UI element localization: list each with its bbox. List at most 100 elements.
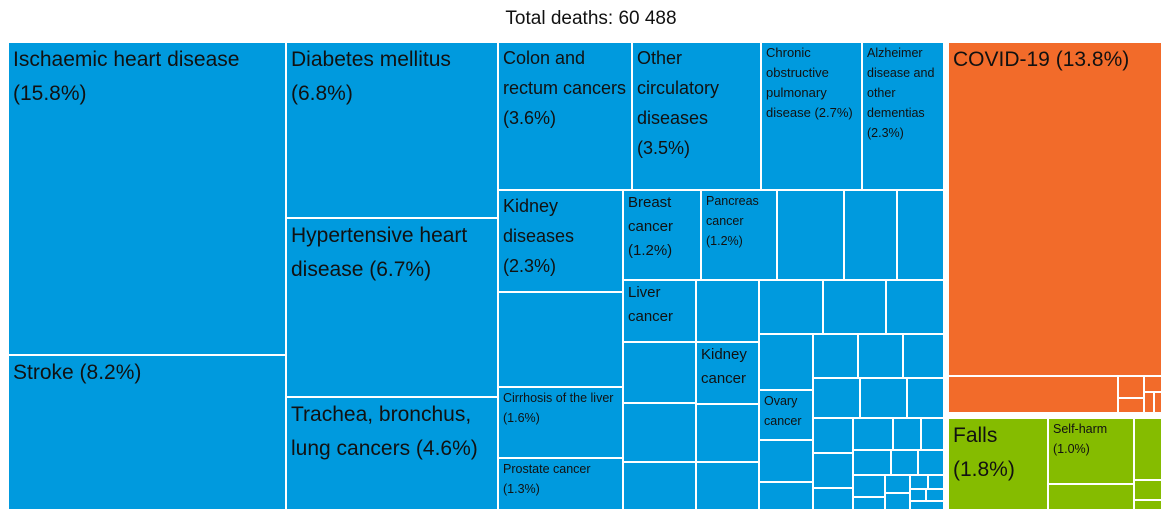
tile xyxy=(696,280,759,342)
tile xyxy=(1134,418,1162,480)
tile-label: Prostate cancer (1.3%) xyxy=(503,459,620,499)
tile-name: Falls xyxy=(953,424,998,447)
tile-name: COVID-19 xyxy=(953,48,1050,71)
tile-label: Other circulatory diseases (3.5%) xyxy=(637,43,758,163)
tile xyxy=(696,462,759,510)
tile xyxy=(1048,484,1134,510)
tile-name: Kidney diseases xyxy=(503,196,575,246)
tile-name: Prostate cancer xyxy=(503,462,591,476)
tile: Stroke (8.2%) xyxy=(8,355,286,510)
tile-label: Pancreas cancer (1.2%) xyxy=(706,191,774,251)
tile: Self-harm (1.0%) xyxy=(1048,418,1134,484)
tile-label: Kidney cancer xyxy=(701,343,756,391)
tile-name: Trachea, bronchus, lung cancers xyxy=(291,403,472,460)
tile: Other circulatory diseases (3.5%) xyxy=(632,42,761,190)
tile-value: (8.2%) xyxy=(79,361,142,384)
tile-label: Diabetes mellitus (6.8%) xyxy=(291,43,495,111)
tile xyxy=(1154,392,1162,413)
tile xyxy=(823,280,886,334)
tile xyxy=(853,418,893,450)
tile: Falls (1.8%) xyxy=(948,418,1048,510)
tile: Colon and rectum cancers (3.6%) xyxy=(498,42,632,190)
tile xyxy=(1144,392,1154,413)
chart-title: Total deaths: 60 488 xyxy=(505,8,677,29)
tile-label: COVID-19 (13.8%) xyxy=(953,43,1159,77)
tile xyxy=(893,418,921,450)
tile xyxy=(623,462,696,510)
tile-value: (1.0%) xyxy=(1053,442,1090,456)
tile-value: (3.5%) xyxy=(637,138,691,158)
tile-name: Stroke xyxy=(13,361,74,384)
tile-value: (3.6%) xyxy=(503,108,557,128)
tile-label: Breast cancer (1.2%) xyxy=(628,191,698,263)
tile-value: (1.6%) xyxy=(503,411,540,425)
tile xyxy=(1134,480,1162,500)
tile xyxy=(759,440,813,482)
tile: Alzheimer disease and other dementias (2… xyxy=(862,42,944,190)
tile: Cirrhosis of the liver (1.6%) xyxy=(498,387,623,458)
tile-label: Colon and rectum cancers (3.6%) xyxy=(503,43,629,133)
tile-name: Ischaemic heart disease xyxy=(13,48,240,71)
tile xyxy=(759,280,823,334)
tile: Kidney cancer xyxy=(696,342,759,404)
tile xyxy=(1118,376,1144,398)
tile xyxy=(918,450,944,475)
tile xyxy=(897,190,944,280)
tile-label: Alzheimer disease and other dementias (2… xyxy=(867,43,941,143)
tile-value: (1.2%) xyxy=(628,242,673,259)
tile xyxy=(696,404,759,462)
tile-name: Hypertensive heart disease xyxy=(291,224,468,281)
tile xyxy=(844,190,897,280)
tile: Hypertensive heart disease (6.7%) xyxy=(286,218,498,397)
tile-name: Liver cancer xyxy=(628,284,674,325)
tile-value: (4.6%) xyxy=(415,437,478,460)
tile-name: Diabetes mellitus xyxy=(291,48,451,71)
tile xyxy=(910,501,944,510)
tile-name: Chronic obstructive pulmonary disease xyxy=(766,45,829,120)
tile: Diabetes mellitus (6.8%) xyxy=(286,42,498,218)
tile: Ischaemic heart disease (15.8%) xyxy=(8,42,286,355)
tile-value: (6.7%) xyxy=(369,258,432,281)
tile: Pancreas cancer (1.2%) xyxy=(701,190,777,280)
tile xyxy=(498,292,623,387)
tile-value: (15.8%) xyxy=(13,82,87,105)
tile-name: Ovary cancer xyxy=(764,394,802,428)
tile xyxy=(623,342,696,403)
tile-label: Falls (1.8%) xyxy=(953,419,1045,487)
tile: Prostate cancer (1.3%) xyxy=(498,458,623,510)
tile xyxy=(1144,376,1162,392)
tile xyxy=(813,488,853,510)
tile-value: (2.3%) xyxy=(867,126,904,140)
tile xyxy=(891,450,918,475)
tile-name: Other circulatory diseases xyxy=(637,48,720,128)
tile xyxy=(858,334,903,378)
tile-name: Alzheimer disease and other dementias xyxy=(867,46,935,120)
tile xyxy=(623,403,696,462)
tile xyxy=(1118,398,1144,413)
tile: Chronic obstructive pulmonary disease (2… xyxy=(761,42,862,190)
tile xyxy=(860,378,907,418)
tile: Trachea, bronchus, lung cancers (4.6%) xyxy=(286,397,498,510)
tile xyxy=(813,453,853,488)
tile xyxy=(907,378,944,418)
tile xyxy=(1134,500,1162,510)
tile: Ovary cancer xyxy=(759,390,813,440)
tile xyxy=(910,475,928,489)
tile-name: Self-harm xyxy=(1053,422,1108,436)
tile-label: Self-harm (1.0%) xyxy=(1053,419,1131,459)
tile: COVID-19 (13.8%) xyxy=(948,42,1162,376)
tile-value: (2.7%) xyxy=(814,105,853,120)
tile-value: (2.3%) xyxy=(503,256,557,276)
tile xyxy=(759,334,813,390)
tile: Kidney diseases (2.3%) xyxy=(498,190,623,292)
tile-value: (1.3%) xyxy=(503,482,540,496)
tile xyxy=(759,482,813,510)
tile-name: Pancreas cancer xyxy=(706,194,759,228)
tile xyxy=(903,334,944,378)
tile xyxy=(777,190,844,280)
tile-label: Liver cancer xyxy=(628,281,693,329)
tile-label: Chronic obstructive pulmonary disease (2… xyxy=(766,43,859,123)
tile xyxy=(948,376,1118,413)
tile xyxy=(886,280,944,334)
